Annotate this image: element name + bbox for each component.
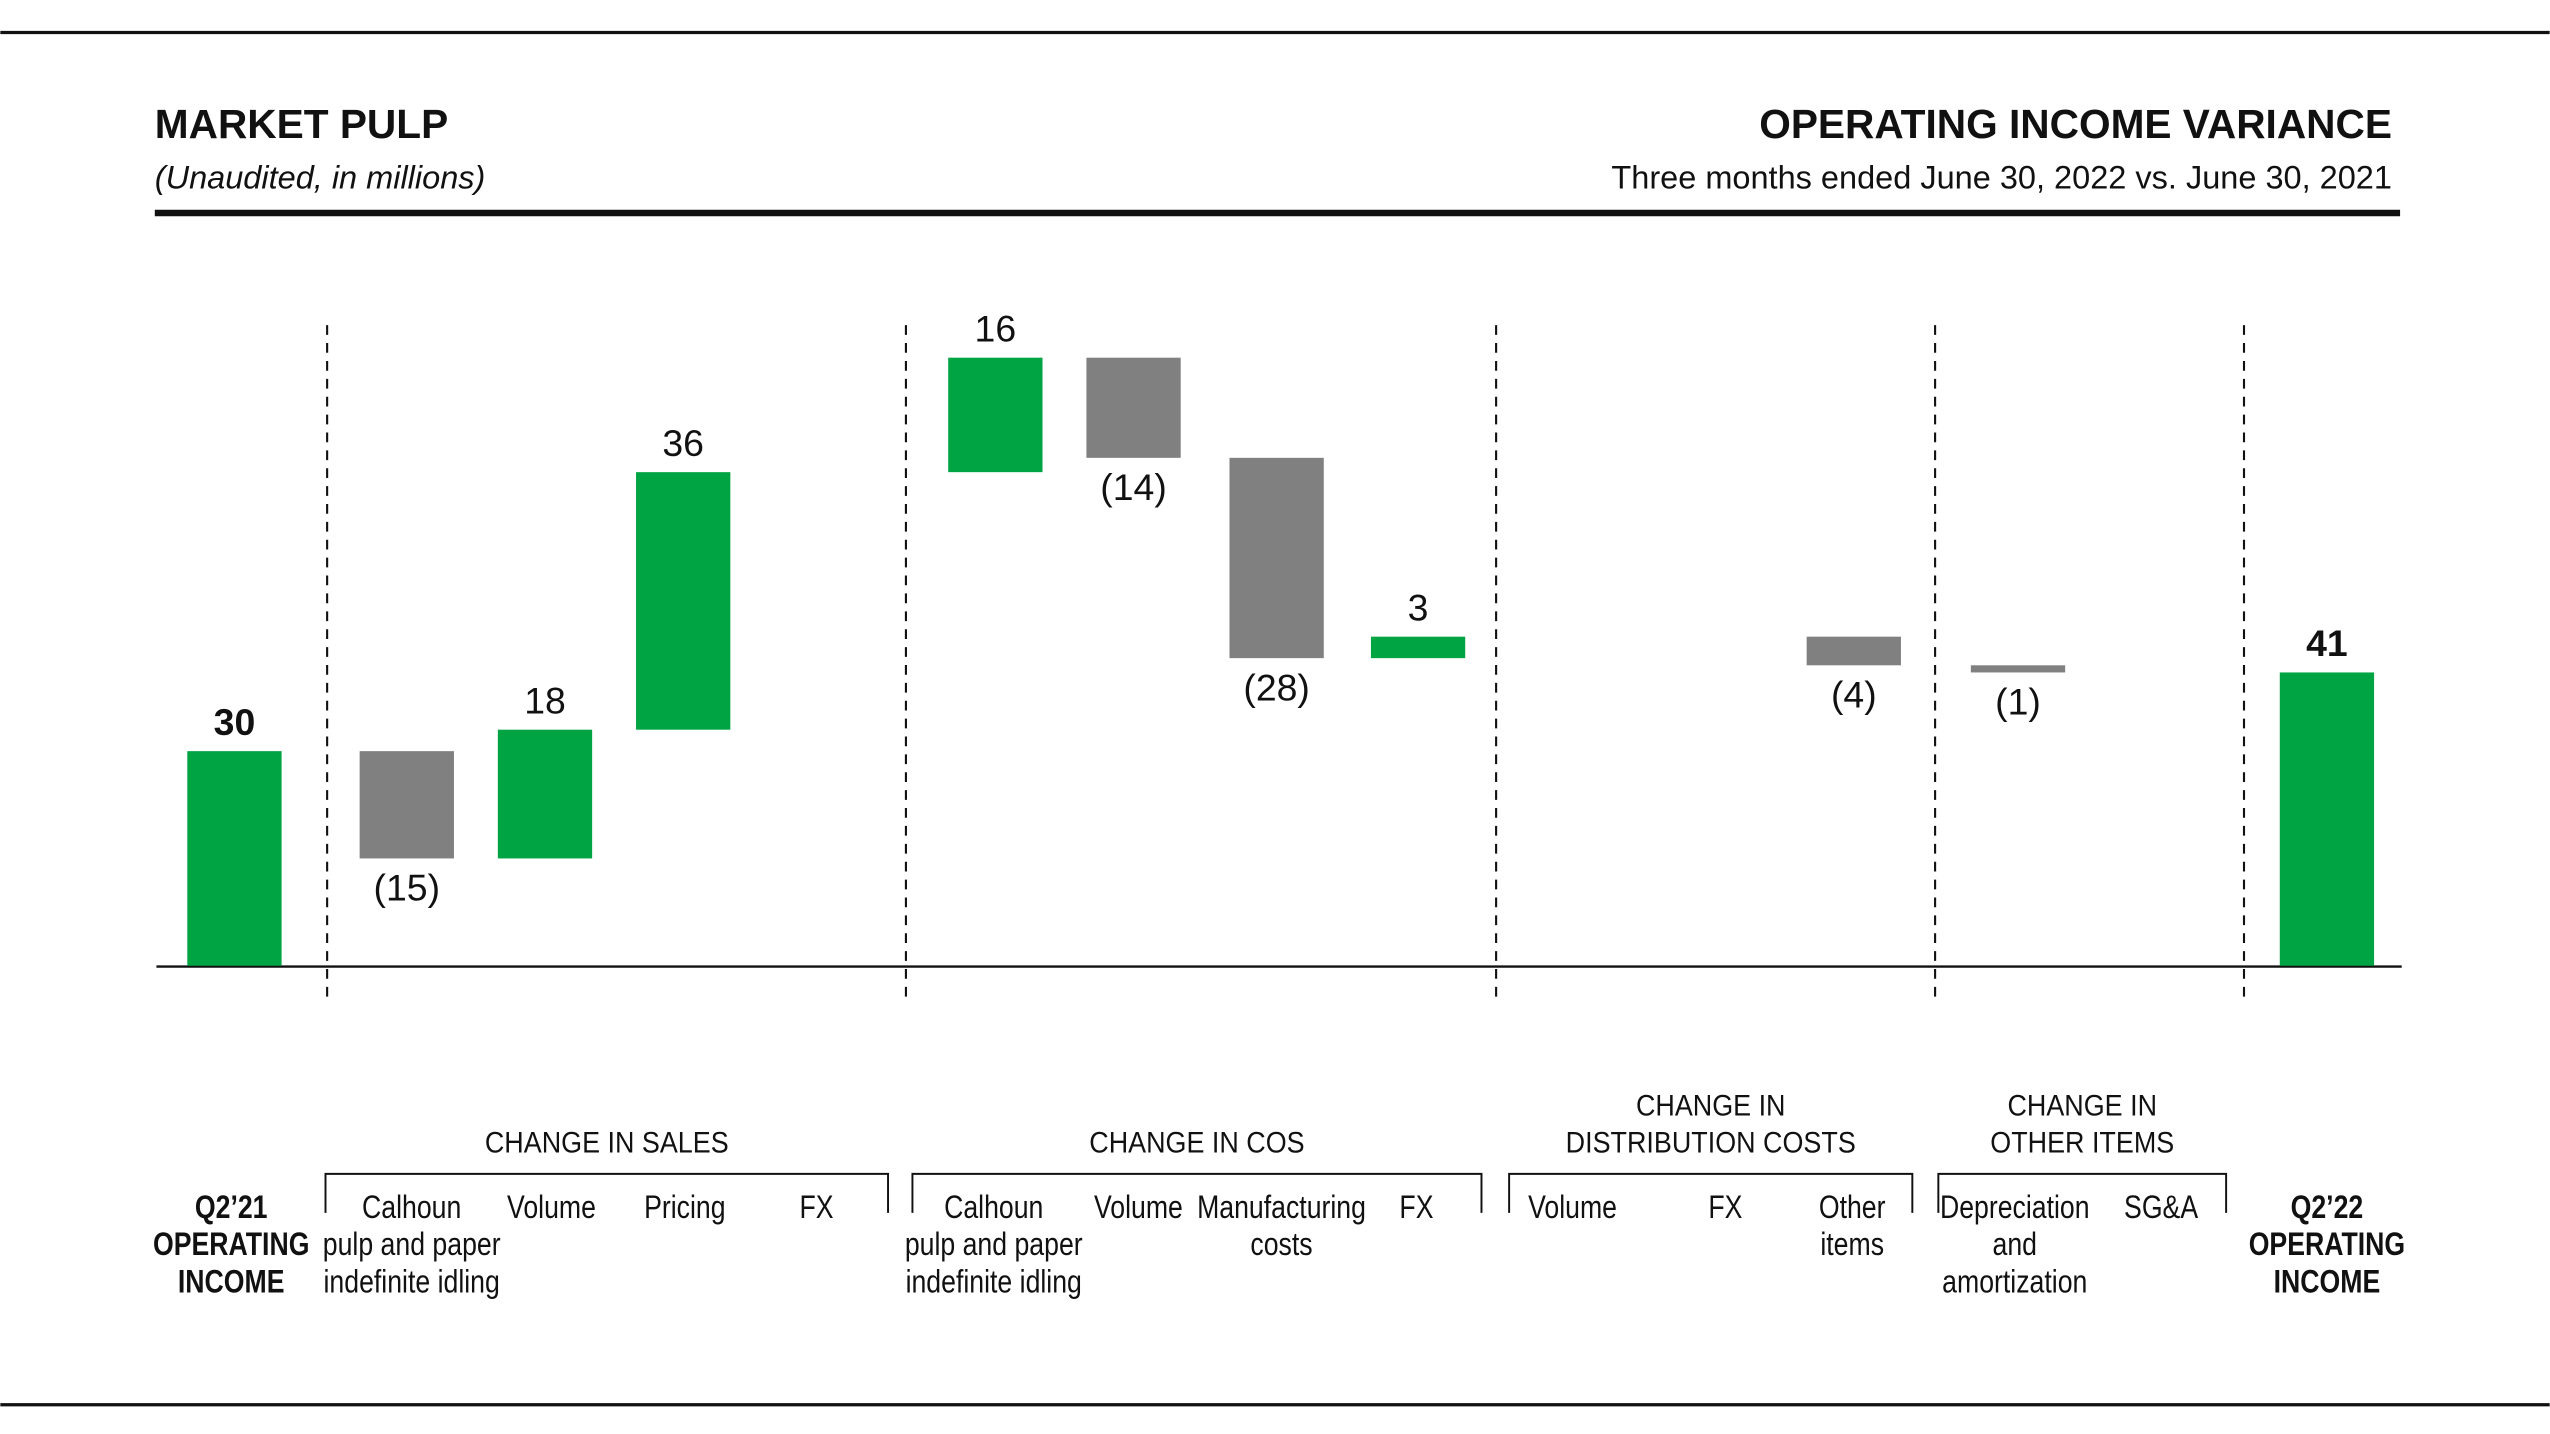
value-label: (4)	[1831, 674, 1877, 716]
category-label: Volume	[1094, 1189, 1183, 1225]
category-label: FX	[799, 1189, 833, 1225]
group-label: CHANGE IN COS	[1089, 1127, 1304, 1159]
group-label: CHANGE IN OTHER ITEMS	[1990, 1089, 2174, 1159]
value-label: 30	[214, 701, 256, 743]
bar	[1370, 636, 1466, 659]
bar	[497, 729, 593, 859]
bar	[1970, 665, 2066, 673]
category-label: Depreciation and amortization	[1940, 1189, 2090, 1300]
bar	[948, 357, 1043, 473]
category-label: Q2’22 OPERATING INCOME	[2249, 1189, 2405, 1300]
value-label: 16	[975, 307, 1017, 349]
value-label: (1)	[1995, 681, 2041, 723]
category-label: FX	[1708, 1189, 1742, 1225]
category-label: Manufacturing costs	[1197, 1189, 1366, 1262]
category-label: Calhoun pulp and paper indefinite idling	[323, 1189, 501, 1300]
chart-subtitle: (Unaudited, in millions)	[155, 160, 486, 196]
value-label: 36	[662, 422, 704, 464]
category-label: Volume	[1528, 1189, 1617, 1225]
group-bracket	[911, 1172, 1483, 1213]
group-label: CHANGE IN SALES	[485, 1127, 729, 1159]
group-bracket	[1937, 1172, 2228, 1213]
value-label: (14)	[1100, 466, 1166, 508]
right-title: OPERATING INCOME VARIANCE	[1759, 101, 2392, 147]
value-label: 18	[524, 679, 566, 721]
group-label: CHANGE IN DISTRIBUTION COSTS	[1566, 1089, 1856, 1159]
category-label: FX	[1399, 1189, 1433, 1225]
value-label: 3	[1408, 586, 1429, 628]
category-label: Volume	[507, 1189, 596, 1225]
bar	[636, 472, 731, 730]
bar	[1229, 457, 1324, 659]
bar	[187, 751, 282, 966]
group-bracket	[1508, 1172, 1914, 1213]
value-label: (28)	[1243, 666, 1309, 708]
value-label: (15)	[374, 867, 440, 909]
group-bracket	[324, 1172, 890, 1213]
category-label: Other items	[1819, 1189, 1886, 1262]
category-label: Pricing	[644, 1189, 725, 1225]
category-label: Calhoun pulp and paper indefinite idling	[905, 1189, 1083, 1300]
chart-title: MARKET PULP	[155, 101, 448, 147]
separators	[326, 325, 2246, 1002]
bar	[359, 751, 454, 859]
bar	[2279, 672, 2375, 966]
category-label: SG&A	[2124, 1189, 2198, 1225]
category-label: Q2’21 OPERATING INCOME	[153, 1189, 309, 1300]
right-subtitle: Three months ended June 30, 2022 vs. Jun…	[1611, 160, 2392, 196]
value-label: 41	[2306, 622, 2348, 664]
bar	[1086, 357, 1181, 458]
bar	[1806, 636, 1901, 666]
